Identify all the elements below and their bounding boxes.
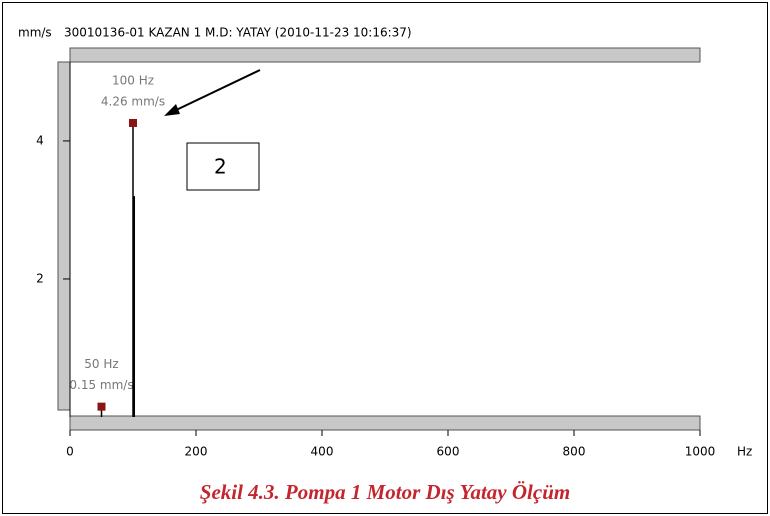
caption: Şekil 4.3. Pompa 1 Motor Dış Yatay Ölçüm [200,480,570,504]
peak-marker [97,402,106,411]
x-tick-label: 0 [66,445,74,459]
scroll-bar-top [69,47,701,63]
peak-value-label: 0.15 mm/s [69,378,133,392]
peak-marker [129,118,137,127]
scroll-bar-left [57,61,71,411]
annotation: 2 [214,155,227,179]
arrow-head [164,104,180,116]
x-tick-label: 800 [563,445,586,459]
x-axis-label: Hz [737,445,752,459]
x-tick-label: 1000 [685,445,716,459]
y-unit: mm/s [18,26,52,40]
scroll-bar-bottom [69,415,701,431]
y-tick-label: 2 [36,271,44,285]
x-tick-label: 200 [185,445,208,459]
x-tick-label: 600 [437,445,460,459]
y-tick-label: 4 [36,133,44,147]
peak-label: 100 Hz [112,73,154,87]
x-tick-label: 400 [311,445,334,459]
chart-title: 30010136-01 KAZAN 1 M.D: YATAY (2010-11-… [64,26,412,40]
peak-value-label: 4.26 mm/s [101,94,165,108]
peak-label: 50 Hz [84,357,118,371]
arrow [171,69,261,113]
annotation-box [186,142,260,191]
